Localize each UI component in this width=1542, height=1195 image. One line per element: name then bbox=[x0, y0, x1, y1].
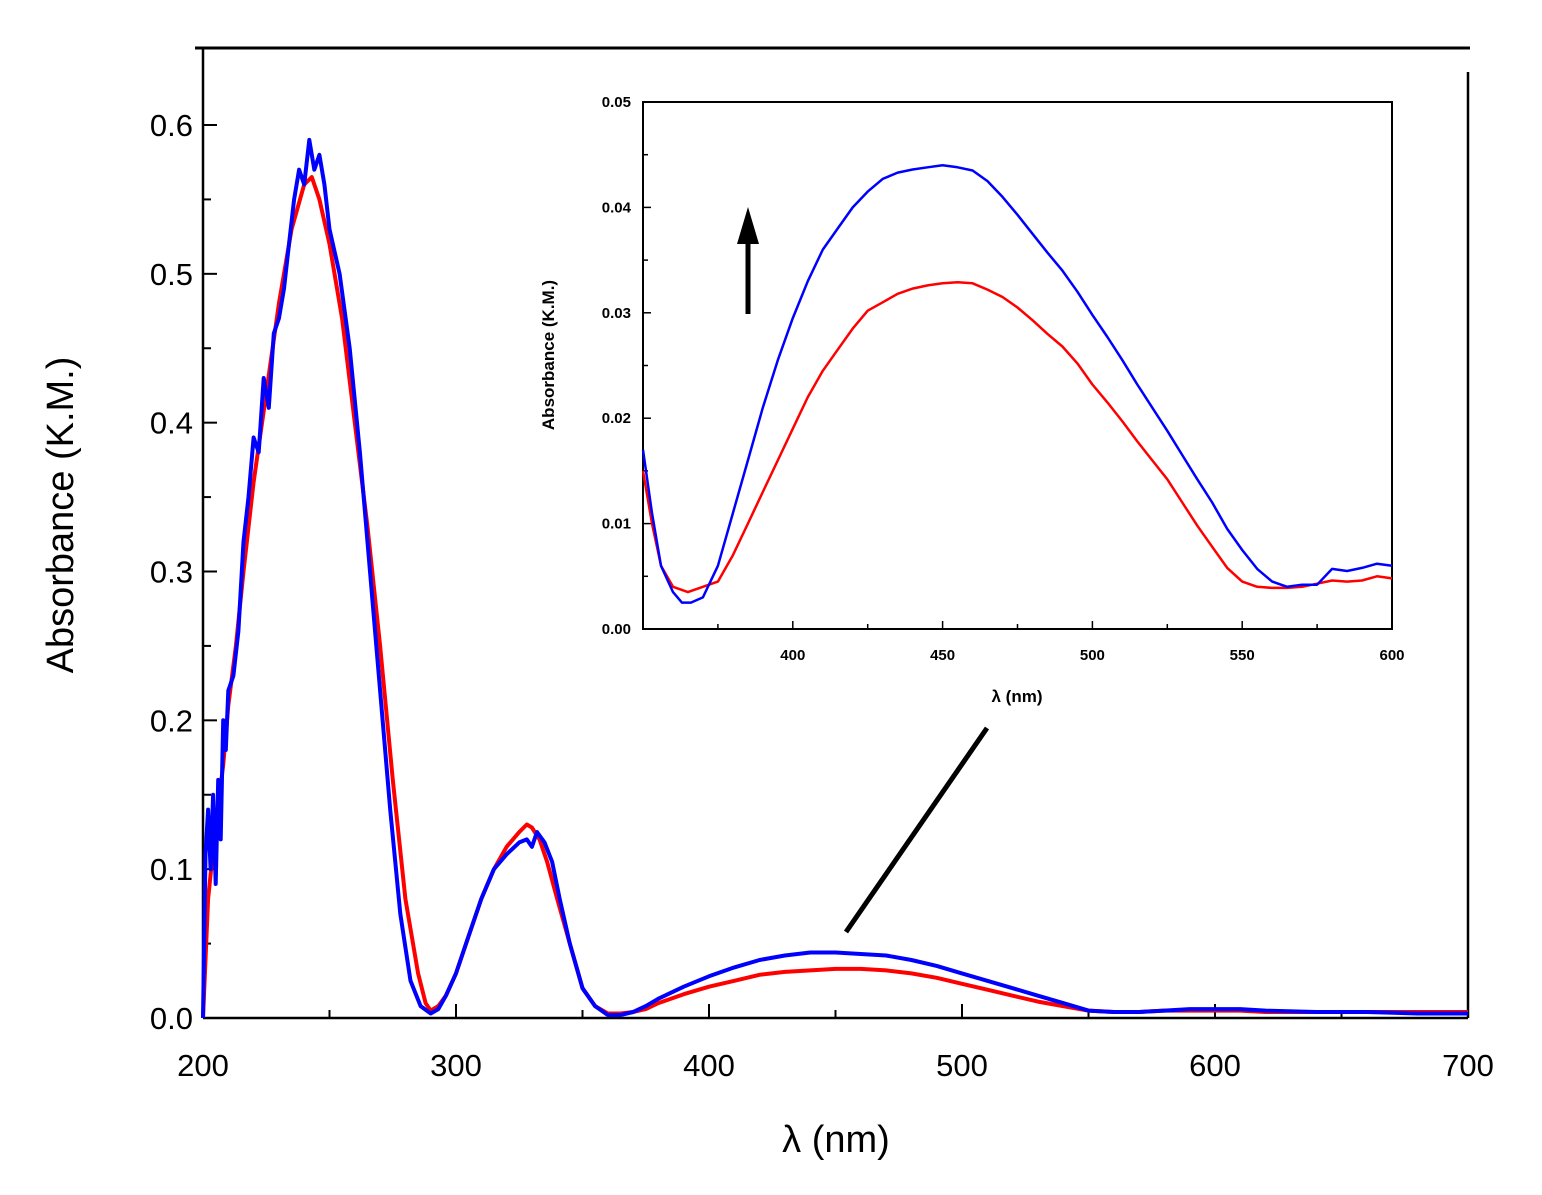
inset-y-tick-label: 0.04 bbox=[602, 199, 632, 216]
inset-x-tick-label: 550 bbox=[1230, 647, 1255, 664]
main-y-axis-label: Absorbance (K.M.) bbox=[40, 357, 82, 674]
inset-series-blue bbox=[641, 163, 1393, 604]
inset-x-tick-label: 400 bbox=[780, 647, 805, 664]
main-x-tick-label: 500 bbox=[936, 1048, 988, 1083]
inset-frame bbox=[642, 101, 1393, 630]
main-y-tick-label: 0.5 bbox=[150, 257, 193, 292]
main-y-tick-label: 0.4 bbox=[150, 406, 193, 441]
main-x-tick-label: 300 bbox=[430, 1048, 482, 1083]
main-x-axis-label: λ (nm) bbox=[782, 1119, 890, 1161]
main-x-tick-label: 700 bbox=[1442, 1048, 1494, 1083]
main-plot: 0.0 0.1 0.2 0.3 0.4 0.5 0.6 200 300 400 500 600 700 λ… bbox=[40, 46, 1494, 1161]
inset-arrow-head bbox=[737, 207, 759, 244]
main-y-tick-label: 0.3 bbox=[150, 555, 193, 590]
main-series-blue bbox=[201, 137, 1468, 1019]
inset-x-tick-label: 450 bbox=[930, 647, 955, 664]
inset-series-red bbox=[641, 280, 1393, 594]
main-x-tick-label: 200 bbox=[177, 1048, 229, 1083]
main-y-tick-label: 0.1 bbox=[150, 852, 193, 887]
main-y-tick-label: 0.0 bbox=[150, 1001, 193, 1036]
inset-x-tick-label: 600 bbox=[1379, 647, 1404, 664]
inset-y-tick-label: 0.00 bbox=[602, 621, 631, 638]
inset-x-axis-label: λ (nm) bbox=[992, 687, 1043, 706]
main-y-tick-label: 0.2 bbox=[150, 703, 193, 738]
main-y-tick-label: 0.6 bbox=[150, 108, 193, 143]
inset-x-tick-label: 500 bbox=[1080, 647, 1105, 664]
main-x-tick-label: 400 bbox=[683, 1048, 735, 1083]
main-series-red bbox=[201, 175, 1468, 1019]
inset-plot: 0.00 0.01 0.02 0.03 0.04 0.05 400 450 500 550 600 λ… bbox=[539, 94, 1405, 706]
inset-y-tick-label: 0.02 bbox=[602, 410, 631, 427]
inset-y-tick-label: 0.01 bbox=[602, 516, 631, 533]
inset-y-axis-label: Absorbance (K.M.) bbox=[539, 280, 558, 430]
main-x-tick-label: 600 bbox=[1189, 1048, 1241, 1083]
inset-pointer-line bbox=[843, 726, 990, 934]
inset-y-tick-label: 0.05 bbox=[602, 94, 631, 111]
inset-y-tick-label: 0.03 bbox=[602, 305, 631, 322]
